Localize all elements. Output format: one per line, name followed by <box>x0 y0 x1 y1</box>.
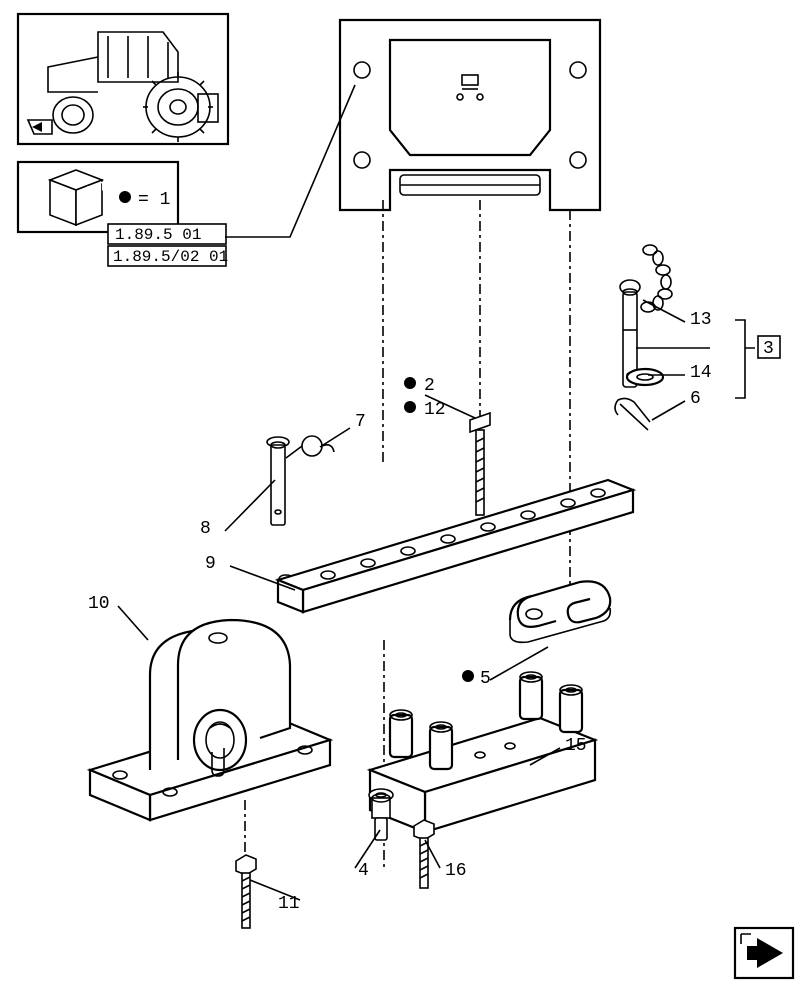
callout-13: 13 <box>690 310 712 330</box>
ref-b-text: 1.89.5/02 01 <box>113 248 228 266</box>
spacer-block-15 <box>370 672 595 832</box>
bolt-2-12 <box>470 413 490 515</box>
kit-legend: KIT KIT = 1 <box>18 162 178 232</box>
callout-6: 6 <box>690 389 701 409</box>
diagram-canvas: KIT KIT = 1 1.89.5 01 1.89.5/02 01 <box>0 0 812 1000</box>
callout-3: 3 <box>763 339 774 359</box>
kit-equals-text: = 1 <box>138 190 170 210</box>
spacer-pin-4 <box>369 789 393 840</box>
callout-5: 5 <box>480 669 491 689</box>
clip-7 <box>286 436 334 458</box>
callout-10: 10 <box>88 594 110 614</box>
hitch-support <box>340 20 600 210</box>
page-nav-arrow-icon[interactable] <box>735 928 793 978</box>
bolt-16 <box>414 820 434 888</box>
callout-12: 12 <box>424 400 446 420</box>
clevis-5 <box>510 581 610 642</box>
ref-a-text: 1.89.5 01 <box>115 226 201 244</box>
callout-8: 8 <box>200 519 211 539</box>
lock-pin-assembly <box>615 245 672 430</box>
reference-tags: 1.89.5 01 1.89.5/02 01 <box>108 224 228 266</box>
swing-bracket-10 <box>90 620 330 820</box>
callout-16: 16 <box>445 861 467 881</box>
tractor-thumbnail <box>18 14 228 144</box>
callout-15: 15 <box>565 736 587 756</box>
callout-11: 11 <box>278 894 300 914</box>
callout-7: 7 <box>355 412 366 432</box>
callout-2: 2 <box>424 376 435 396</box>
callout-4: 4 <box>358 861 369 881</box>
bolt-11 <box>236 855 256 928</box>
callout-9: 9 <box>205 554 216 574</box>
callout-14: 14 <box>690 363 712 383</box>
pin-8 <box>267 437 289 525</box>
